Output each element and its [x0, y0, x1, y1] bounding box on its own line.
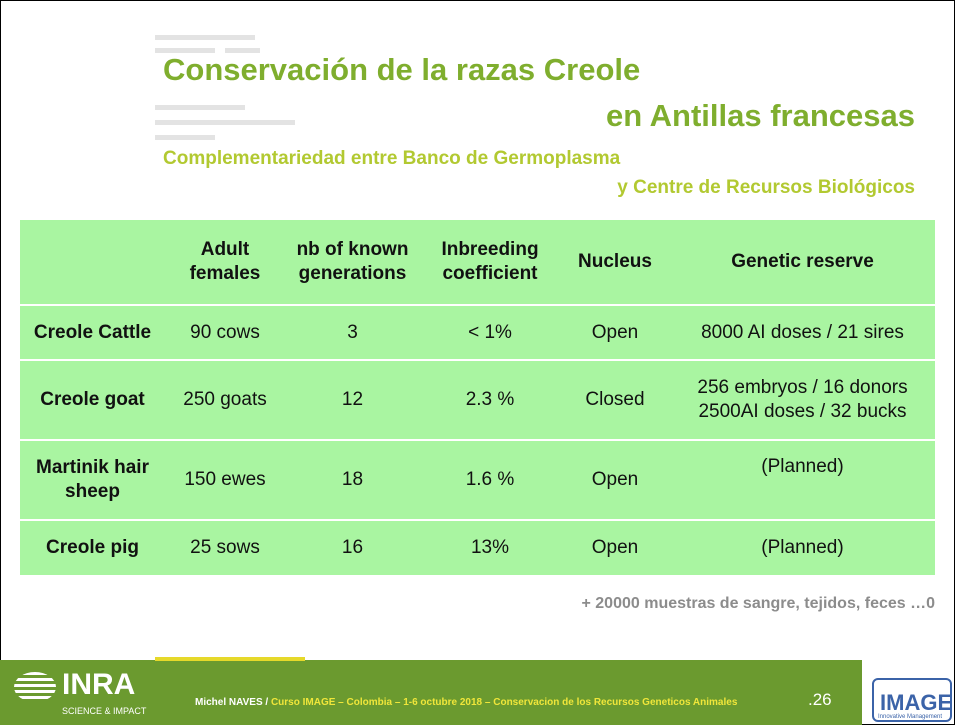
decoration — [155, 48, 215, 53]
logo-left: INRA — [62, 668, 136, 701]
cell-line: 8000 AI doses / 21 sires — [701, 321, 904, 343]
title: en Antillas francesas — [606, 98, 915, 133]
logo-right-sub: Innovative Management — [878, 714, 943, 720]
cell: Open — [560, 439, 670, 520]
cell: 256 embryos / 16 donors 2500AI doses / 32… — [670, 359, 935, 440]
cell: Closed — [560, 359, 670, 440]
row: Creole Cattle 90 cows 3 < 1% Open 8000 A… — [20, 304, 935, 360]
row-header: Creole Cattle — [20, 304, 165, 360]
logo-left-sub: SCIENCE & IMPACT — [62, 706, 147, 716]
row-header: Martinik hair sheep — [20, 439, 165, 520]
decoration — [225, 48, 260, 53]
logo-icon — [14, 672, 56, 702]
cell-line: 2500AI doses / 32 bucks — [698, 401, 907, 422]
header-cell: Genetic reserve — [731, 251, 874, 272]
row: Creole goat 250 goats 12 2.3 % Closed 25… — [20, 359, 935, 440]
page-number: .26 — [808, 690, 832, 709]
cell: 150 ewes — [165, 439, 285, 520]
subtitle: y Centre de Recursos Biológicos — [617, 177, 915, 198]
cell: 18 — [285, 439, 420, 520]
header-row: Adult females nb of known generations In… — [20, 220, 935, 305]
logo-right: IMAGE — [880, 690, 953, 715]
footer-bar — [0, 660, 862, 725]
decoration — [155, 120, 295, 125]
footer-course: Curso IMAGE – Colombia – 1-6 octubre 201… — [270, 697, 738, 708]
cell: Open — [560, 519, 670, 575]
cell: 1.6 % — [420, 439, 560, 520]
cell: 13% — [420, 519, 560, 575]
row: Martinik hair sheep 150 ewes 18 1.6 % Op… — [20, 439, 935, 520]
cell: 16 — [285, 519, 420, 575]
footer-author: Michel NAVES / — [195, 697, 269, 708]
footer-text: Michel NAVES / Curso IMAGE – Colombia – … — [195, 697, 737, 708]
footer-accent — [155, 657, 305, 661]
row-header: Creole pig — [20, 519, 165, 575]
header-cell: nb of known generations — [296, 239, 409, 284]
cell: (Planned) — [670, 519, 935, 575]
cell-line: 256 embryos / 16 donors — [697, 377, 908, 398]
header-cell: Adult females — [189, 239, 261, 284]
cell: Open — [560, 304, 670, 360]
title: Conservación de la razas Creole — [163, 52, 641, 87]
cell: 25 sows — [165, 519, 285, 575]
header-cell: Inbreeding coefficient — [441, 239, 539, 284]
subtitle: Complementariedad entre Banco de Germopl… — [163, 148, 621, 169]
cell: < 1% — [420, 304, 560, 360]
cell: 2.3 % — [420, 359, 560, 440]
decoration — [155, 135, 215, 140]
row: Creole pig 25 sows 16 13% Open (Planned) — [20, 519, 935, 575]
decoration — [155, 35, 255, 40]
cell-line: (Planned) — [761, 456, 844, 477]
header-cell: Nucleus — [578, 251, 652, 272]
note: + 20000 muestras de sangre, tejidos, fec… — [581, 595, 935, 612]
logo-right-frame — [872, 678, 952, 722]
cell: 12 — [285, 359, 420, 440]
header-cell — [20, 220, 165, 305]
decoration — [155, 105, 245, 110]
table: Adult females nb of known generations In… — [20, 220, 935, 575]
cell: 8000 AI doses / 21 sires — [670, 304, 935, 360]
cell: 250 goats — [165, 359, 285, 440]
cell: 3 — [285, 304, 420, 360]
cell-line: (Planned) — [761, 537, 844, 558]
row-header: Creole goat — [20, 359, 165, 440]
cell: 90 cows — [165, 304, 285, 360]
cell: (Planned) — [670, 439, 935, 520]
